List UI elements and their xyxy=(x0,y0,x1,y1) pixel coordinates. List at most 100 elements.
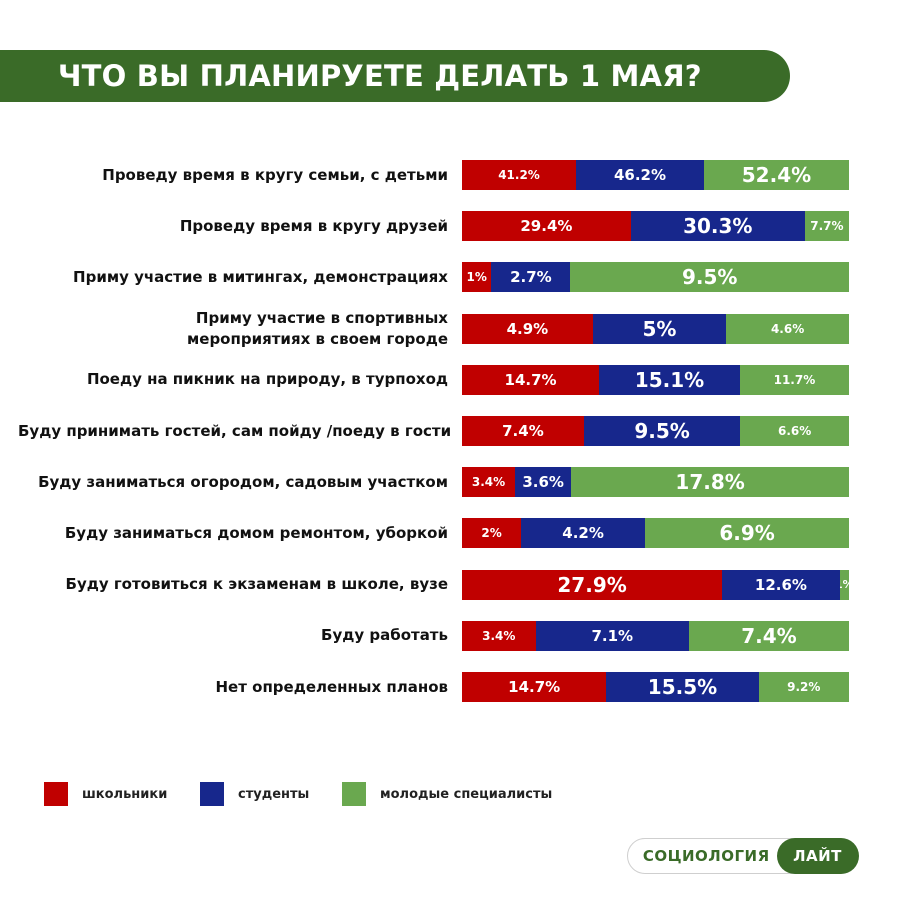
category-label: Буду готовиться к экзаменам в школе, вуз… xyxy=(18,574,448,595)
bar-segment-schoolchildren: 1% xyxy=(462,262,492,293)
data-label: 15.1% xyxy=(634,367,705,392)
bar-segment-schoolchildren: 41.2% xyxy=(462,160,577,190)
category-label: Буду заниматься домом ремонтом, уборкой xyxy=(18,523,448,544)
category-label: Буду принимать гостей, сам пойду /поеду … xyxy=(18,421,451,442)
category-label: Поеду на пикник на природу, в турпоход xyxy=(18,369,448,390)
data-label: 2.7% xyxy=(510,268,552,287)
data-label: 14.7% xyxy=(504,370,557,389)
bar-segment-young-specialists: 4.6% xyxy=(726,313,849,344)
data-label: 2% xyxy=(481,526,502,541)
data-label: 17.8% xyxy=(675,470,745,495)
category-label-line: мероприятиях в своем городе xyxy=(187,329,448,348)
data-label: 30.3% xyxy=(683,214,753,239)
stacked-bar: 14.7% 15.5% 9.2% xyxy=(462,672,849,702)
data-label: 7.4% xyxy=(741,623,797,648)
category-label-line: Буду готовиться к экзаменам в школе, вуз… xyxy=(65,575,448,594)
stacked-bar: 3.4% 3.6% 17.8% xyxy=(462,467,849,498)
stacked-bar: 41.2% 46.2% 52.4% xyxy=(462,160,849,190)
category-label-line: Буду заниматься домом ремонтом, уборкой xyxy=(64,523,448,542)
category-label: Нет определенных планов xyxy=(18,677,449,698)
category-label-line: Проведу время в кругу семьи, с детьми xyxy=(102,165,448,184)
bar-segment-students: 3.6% xyxy=(515,467,572,498)
bar-segment-students: 30.3% xyxy=(630,211,805,242)
stacked-bar: 2% 4.2% 6.9% xyxy=(462,518,849,549)
bar-segment-young-specialists: 11.7% xyxy=(739,364,849,395)
category-label: Проведу время в кругу друзей xyxy=(18,216,448,237)
legend-label: студенты xyxy=(238,786,310,802)
category-label-line: Поеду на пикник на природу, в турпоход xyxy=(86,370,448,389)
stacked-bar: 14.7% 15.1% 11.7% xyxy=(462,364,849,395)
data-label: 3.4% xyxy=(482,628,516,643)
bar-segment-young-specialists: 1% xyxy=(839,569,849,600)
bar-segment-students: 12.6% xyxy=(722,569,840,600)
legend-swatch xyxy=(342,782,366,806)
bar-segment-students: 15.5% xyxy=(606,672,759,702)
brand-logo-left: СОЦИОЛОГИЯ xyxy=(642,847,770,865)
bar-segment-students: 15.1% xyxy=(599,364,740,395)
data-label: 3.4% xyxy=(471,475,506,490)
legend-swatch xyxy=(44,782,68,806)
bar-segment-students: 2.7% xyxy=(491,262,571,293)
category-label-line: Буду работать xyxy=(321,626,448,645)
brand-logo: СОЦИОЛОГИЯ ЛАЙТ xyxy=(627,838,859,874)
data-label: 7.7% xyxy=(810,219,844,234)
category-label-line: Проведу время в кругу друзей xyxy=(179,216,448,235)
category-label-line: Приму участие в митингах, демонстрациях xyxy=(73,267,448,286)
category-label-line: Буду заниматься огородом, садовым участк… xyxy=(38,472,448,491)
data-label: 9.2% xyxy=(787,680,821,694)
legend-label: молодые специалисты xyxy=(380,786,553,802)
category-label: Приму участие в митингах, демонстрациях xyxy=(18,267,448,288)
data-label: 7.4% xyxy=(502,422,544,440)
bar-segment-schoolchildren: 4.9% xyxy=(462,313,593,344)
data-label: 3.6% xyxy=(522,473,564,492)
bar-segment-schoolchildren: 3.4% xyxy=(462,620,536,651)
data-label: 9.5% xyxy=(634,419,690,443)
stacked-bar: 3.4% 7.1% 7.4% xyxy=(462,620,849,651)
data-label: 1% xyxy=(840,578,849,591)
bar-segment-young-specialists: 52.4% xyxy=(703,160,849,190)
brand-logo-right: ЛАЙТ xyxy=(776,838,859,874)
legend-item-students: студенты xyxy=(200,782,309,806)
legend-item-schoolchildren: школьники xyxy=(44,782,167,806)
data-label: 27.9% xyxy=(557,572,627,597)
data-label: 46.2% xyxy=(613,166,667,184)
data-label: 11.7% xyxy=(773,372,816,387)
chart-title: ЧТО ВЫ ПЛАНИРУЕТЕ ДЕЛАТЬ 1 МАЯ? xyxy=(58,59,702,93)
bar-segment-young-specialists: 6.6% xyxy=(740,416,849,446)
bar-segment-young-specialists: 17.8% xyxy=(571,467,849,498)
data-label: 52.4% xyxy=(741,163,812,187)
data-label: 41.2% xyxy=(498,168,540,182)
category-label-line: Нет определенных планов xyxy=(215,677,449,696)
stacked-bar: 4.9% 5% 4.6% xyxy=(462,313,849,344)
bar-segment-schoolchildren: 3.4% xyxy=(462,467,516,498)
bar-segment-students: 5% xyxy=(592,313,727,344)
bar-segment-young-specialists: 9.2% xyxy=(758,672,849,702)
legend-item-young-specialists: молодые специалисты xyxy=(342,782,552,806)
bar-segment-students: 9.5% xyxy=(583,416,741,446)
data-label: 4.6% xyxy=(770,321,805,336)
data-label: 4.9% xyxy=(506,319,549,338)
bar-segment-schoolchildren: 14.7% xyxy=(462,672,607,702)
legend-label: школьники xyxy=(82,786,168,802)
bar-segment-young-specialists: 6.9% xyxy=(645,518,849,549)
category-label: Проведу время в кругу семьи, с детьми xyxy=(18,165,448,186)
bar-segment-students: 4.2% xyxy=(521,518,646,549)
data-label: 6.6% xyxy=(778,424,812,438)
stacked-bar: 29.4% 30.3% 7.7% xyxy=(462,211,849,242)
stacked-bar: 27.9% 12.6% 1% xyxy=(462,569,849,600)
stacked-bar: 7.4% 9.5% 6.6% xyxy=(462,416,849,446)
category-label-line: Приму участие в спортивных xyxy=(195,308,448,327)
data-label: 6.9% xyxy=(719,521,775,546)
bar-segment-schoolchildren: 27.9% xyxy=(462,569,723,600)
bar-segment-schoolchildren: 2% xyxy=(462,518,522,549)
bar-segment-schoolchildren: 14.7% xyxy=(462,364,600,395)
data-label: 29.4% xyxy=(520,217,573,236)
data-label: 1% xyxy=(466,270,487,285)
data-label: 14.7% xyxy=(508,678,561,696)
category-label: Приму участие в спортивных мероприятиях в… xyxy=(18,308,448,350)
data-label: 9.5% xyxy=(681,265,738,290)
bar-segment-schoolchildren: 29.4% xyxy=(462,211,631,242)
bar-segment-young-specialists: 7.7% xyxy=(804,211,849,242)
stacked-bar: 1% 2.7% 9.5% xyxy=(462,262,849,293)
